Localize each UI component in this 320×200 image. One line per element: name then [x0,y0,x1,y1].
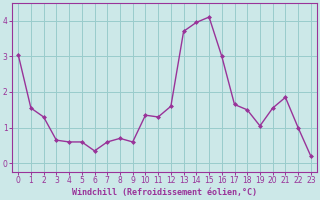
X-axis label: Windchill (Refroidissement éolien,°C): Windchill (Refroidissement éolien,°C) [72,188,257,197]
